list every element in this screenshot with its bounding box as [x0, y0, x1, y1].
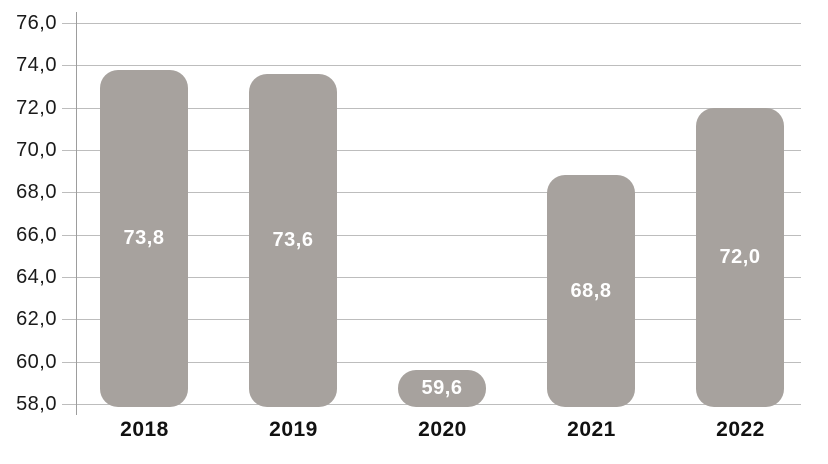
y-tick-label: 58,0	[16, 393, 57, 415]
y-tick-label: 66,0	[16, 224, 57, 246]
grid-line	[62, 150, 801, 151]
x-category-label: 2021	[567, 418, 616, 441]
x-category-label: 2018	[120, 418, 169, 441]
y-axis-line	[76, 12, 77, 415]
grid-line	[62, 65, 801, 66]
grid-line	[62, 23, 801, 24]
grid-line	[62, 108, 801, 109]
bar: 68,8	[547, 175, 635, 407]
grid-line	[62, 192, 801, 193]
bar-value-label: 73,8	[123, 227, 165, 249]
grid-line	[62, 277, 801, 278]
x-category-label: 2022	[716, 418, 765, 441]
y-tick-label: 68,0	[16, 181, 57, 203]
y-tick-label: 64,0	[16, 266, 57, 288]
y-tick-label: 74,0	[16, 54, 57, 76]
y-tick-label: 72,0	[16, 97, 57, 119]
y-tick-label: 70,0	[16, 139, 57, 161]
bar: 72,0	[696, 108, 784, 407]
x-category-label: 2019	[269, 418, 318, 441]
grid-line	[62, 319, 801, 320]
y-tick-label: 60,0	[16, 351, 57, 373]
bar-value-label: 68,8	[570, 279, 612, 302]
bar-value-label: 73,6	[272, 229, 314, 251]
x-category-label: 2020	[418, 418, 467, 441]
grid-line	[62, 235, 801, 236]
y-tick-label: 62,0	[16, 308, 57, 330]
bar: 73,6	[249, 74, 337, 407]
bar-value-label: 72,0	[719, 246, 761, 268]
grid-line	[62, 362, 801, 363]
bar: 59,6	[398, 370, 486, 407]
bar-value-label: 59,6	[421, 377, 463, 399]
bar: 73,8	[100, 70, 188, 407]
y-tick-label: 76,0	[16, 12, 57, 34]
